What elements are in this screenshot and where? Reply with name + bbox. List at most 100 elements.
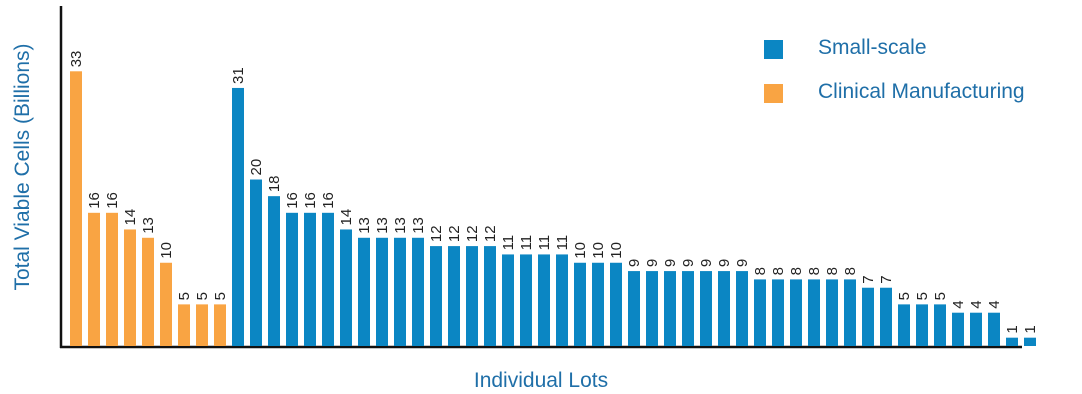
bar-value-label: 12: [482, 225, 499, 242]
bar-value-label: 16: [320, 192, 337, 209]
bar: [178, 304, 190, 346]
bar-value-label: 12: [446, 225, 463, 242]
bar-value-label: 7: [878, 275, 895, 283]
bar-value-label: 9: [662, 259, 679, 267]
bar: [268, 196, 280, 346]
bar-value-label: 9: [734, 259, 751, 267]
bar: [358, 237, 370, 346]
bar-value-label: 13: [410, 217, 427, 234]
bar-value-label: 12: [428, 225, 445, 242]
bar-value-label: 7: [860, 275, 877, 283]
bar: [754, 279, 766, 346]
bar-value-label: 8: [842, 267, 859, 275]
bar: [808, 279, 820, 346]
bar-value-label: 14: [122, 209, 139, 226]
bar-value-label: 5: [176, 292, 193, 300]
bar-value-label: 18: [266, 175, 283, 192]
bar-value-label: 11: [536, 235, 553, 251]
bar: [124, 229, 136, 346]
bar: [286, 212, 298, 346]
bar: [916, 304, 928, 346]
bar: [484, 246, 496, 346]
bar: [898, 304, 910, 346]
bar: [574, 262, 586, 346]
bars-group: [70, 71, 1036, 346]
bar-value-label: 8: [824, 267, 841, 275]
bar: [646, 271, 658, 346]
bar: [826, 279, 838, 346]
bar: [466, 246, 478, 346]
bar-value-label: 5: [212, 292, 229, 300]
bar-value-label: 9: [716, 259, 733, 267]
bar-value-label: 1: [1004, 325, 1021, 333]
bar-value-label: 8: [752, 267, 769, 275]
bar: [592, 262, 604, 346]
y-axis-label: Total Viable Cells (Billions): [11, 43, 34, 291]
bar-value-label: 10: [572, 242, 589, 259]
bar-value-label: 10: [158, 242, 175, 259]
legend-label-small-scale: Small-scale: [818, 36, 927, 59]
bar: [628, 271, 640, 346]
legend-swatch-clinical-manufacturing: [764, 84, 783, 103]
bar: [196, 304, 208, 346]
bar-value-label: 5: [914, 292, 931, 300]
bar: [160, 262, 172, 346]
bar-value-label: 11: [554, 235, 571, 251]
bar: [304, 212, 316, 346]
bar-value-label: 11: [518, 235, 535, 251]
bar-value-label: 13: [356, 217, 373, 234]
bar-value-label: 13: [140, 217, 157, 234]
bar: [538, 254, 550, 346]
bar-value-label: 9: [680, 259, 697, 267]
bar-value-label: 33: [68, 51, 85, 68]
bar: [214, 304, 226, 346]
bar-value-label: 14: [338, 209, 355, 226]
bar: [772, 279, 784, 346]
bar: [70, 71, 82, 346]
bar-value-label: 8: [770, 267, 787, 275]
bar-value-label: 11: [500, 235, 517, 251]
bar: [790, 279, 802, 346]
bar: [718, 271, 730, 346]
bar-value-label: 5: [932, 292, 949, 300]
bar: [736, 271, 748, 346]
bar-value-label: 16: [302, 192, 319, 209]
bar: [844, 279, 856, 346]
bar-value-label: 12: [464, 225, 481, 242]
bar: [232, 87, 244, 346]
bar-value-label: 4: [986, 300, 1003, 308]
bar-value-label: 10: [608, 242, 625, 259]
bar: [322, 212, 334, 346]
legend-label-clinical-manufacturing: Clinical Manufacturing: [818, 80, 1025, 103]
bar: [430, 246, 442, 346]
bar: [1006, 337, 1018, 346]
bar-value-label: 4: [968, 300, 985, 308]
bar-value-label: 4: [950, 300, 967, 308]
bar-value-label: 9: [698, 259, 715, 267]
legend-swatch-small-scale: [764, 40, 783, 59]
bar: [1024, 337, 1036, 346]
bar: [88, 212, 100, 346]
bar: [862, 287, 874, 346]
bar: [934, 304, 946, 346]
bar: [952, 312, 964, 346]
bar: [502, 254, 514, 346]
bar: [394, 237, 406, 346]
bar: [250, 179, 262, 346]
x-axis-label: Individual Lots: [473, 369, 609, 392]
bar: [664, 271, 676, 346]
bar: [556, 254, 568, 346]
bar-value-label: 16: [284, 192, 301, 209]
bar-value-label: 8: [806, 267, 823, 275]
bar: [340, 229, 352, 346]
bar: [682, 271, 694, 346]
bar-value-label: 9: [644, 259, 661, 267]
bar-value-label: 20: [248, 159, 265, 176]
bar: [970, 312, 982, 346]
bar: [448, 246, 460, 346]
bar: [412, 237, 424, 346]
bar: [106, 212, 118, 346]
bar-value-label: 5: [896, 292, 913, 300]
